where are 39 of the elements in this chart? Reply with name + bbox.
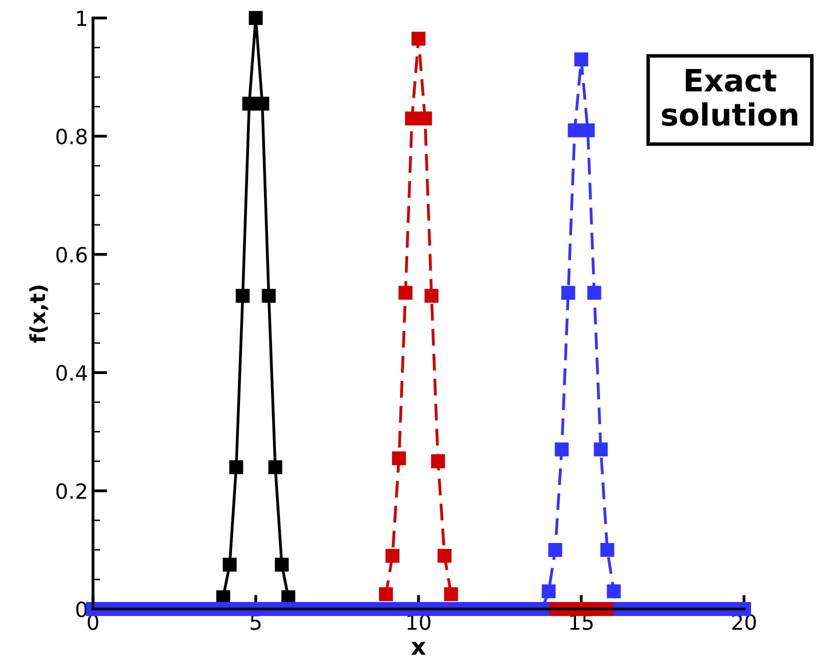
point [222, 558, 237, 572]
point [255, 96, 270, 111]
point [580, 123, 595, 138]
annotation: Exact solution [662, 69, 798, 126]
point [236, 288, 250, 303]
point [600, 542, 614, 557]
point [386, 548, 400, 563]
point [554, 442, 569, 456]
y-tick-label: 0.8 [56, 128, 87, 144]
point [568, 123, 582, 138]
point [542, 584, 556, 598]
point [431, 454, 445, 468]
point [561, 286, 576, 300]
y-tick-label: 0.4 [56, 365, 87, 381]
point [418, 112, 432, 126]
point [606, 584, 621, 598]
point [392, 451, 406, 466]
y-tick-label: 0.6 [56, 246, 87, 263]
point [398, 286, 412, 300]
point [268, 460, 282, 474]
point [405, 112, 419, 126]
y-axis-title: f(x,t) [29, 286, 48, 343]
point [574, 52, 588, 66]
point [587, 286, 602, 300]
point [274, 558, 289, 572]
point [594, 442, 608, 456]
point [548, 542, 562, 557]
point [412, 32, 426, 46]
y-tick-label: 0.2 [56, 483, 86, 500]
y-tick-label: 1 [77, 10, 86, 26]
point [438, 548, 452, 563]
point [242, 96, 256, 111]
x-axis-title: x [411, 642, 426, 655]
point [379, 587, 393, 602]
point [424, 288, 438, 303]
point [248, 11, 263, 25]
point [229, 460, 244, 474]
point [444, 587, 458, 602]
point [262, 288, 276, 303]
